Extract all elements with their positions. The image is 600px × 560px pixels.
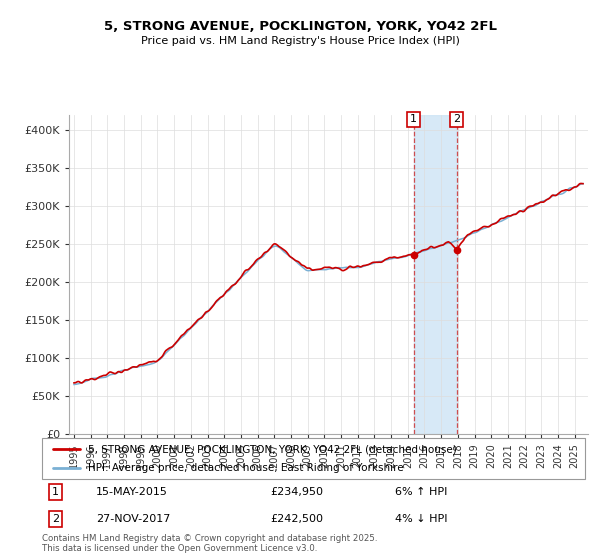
Text: 2: 2 <box>453 114 460 124</box>
Text: £234,950: £234,950 <box>270 487 323 497</box>
Text: 1: 1 <box>410 114 417 124</box>
Text: 27-NOV-2017: 27-NOV-2017 <box>97 514 170 524</box>
Text: 4% ↓ HPI: 4% ↓ HPI <box>395 514 448 524</box>
Text: HPI: Average price, detached house, East Riding of Yorkshire: HPI: Average price, detached house, East… <box>88 463 404 473</box>
Text: £242,500: £242,500 <box>270 514 323 524</box>
Text: 15-MAY-2015: 15-MAY-2015 <box>97 487 168 497</box>
Bar <box>413 115 457 434</box>
Text: 5, STRONG AVENUE, POCKLINGTON, YORK, YO42 2FL (detached house): 5, STRONG AVENUE, POCKLINGTON, YORK, YO4… <box>88 445 457 454</box>
Text: 5, STRONG AVENUE, POCKLINGTON, YORK, YO42 2FL: 5, STRONG AVENUE, POCKLINGTON, YORK, YO4… <box>104 20 497 32</box>
Text: Price paid vs. HM Land Registry's House Price Index (HPI): Price paid vs. HM Land Registry's House … <box>140 36 460 46</box>
Text: 2: 2 <box>52 514 59 524</box>
Text: 1: 1 <box>52 487 59 497</box>
Text: Contains HM Land Registry data © Crown copyright and database right 2025.
This d: Contains HM Land Registry data © Crown c… <box>42 534 377 553</box>
Text: 6% ↑ HPI: 6% ↑ HPI <box>395 487 448 497</box>
